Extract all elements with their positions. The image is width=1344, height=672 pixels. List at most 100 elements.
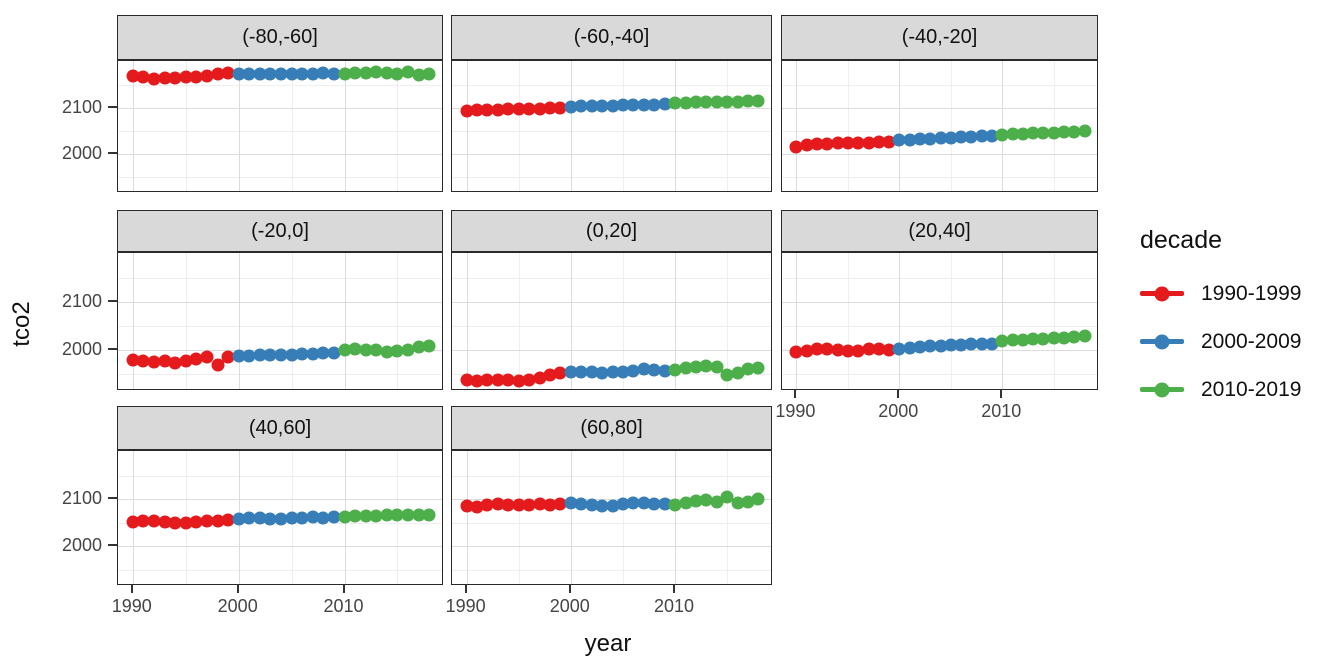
gridline-major-h [118, 499, 442, 500]
data-point [348, 509, 362, 523]
data-point [480, 373, 494, 387]
x-axis-tick-label: 2000 [878, 401, 919, 421]
facet-label: (0,20] [451, 210, 772, 252]
data-point [189, 515, 203, 529]
data-point [668, 363, 682, 377]
data-point [710, 95, 724, 109]
data-point [1078, 329, 1092, 343]
data-point [274, 348, 288, 362]
gridline-major-h [452, 302, 771, 303]
data-point [147, 355, 161, 369]
gridline-major-v [132, 253, 134, 389]
x-axis-tick-label: 2010 [981, 401, 1022, 421]
data-point [731, 366, 745, 380]
data-point [136, 70, 150, 84]
data-point [862, 342, 875, 356]
gridline-minor-h [452, 130, 771, 132]
data-point [306, 347, 320, 360]
gridline-minor-v [1053, 253, 1055, 389]
gridline-major-v [344, 61, 346, 191]
data-point [285, 348, 299, 361]
data-point [923, 132, 937, 146]
facet-panel [117, 450, 443, 585]
data-point [348, 66, 362, 80]
data-point [637, 98, 651, 112]
data-point [689, 494, 703, 508]
data-point [668, 498, 682, 512]
data-point [923, 339, 937, 353]
gridline-major-h [118, 302, 442, 303]
data-point [380, 508, 394, 522]
data-point [295, 347, 309, 361]
gridline-major-v [238, 61, 240, 191]
data-point [327, 346, 341, 359]
gridline-major-v [570, 61, 572, 191]
data-point [679, 96, 692, 110]
data-point [285, 511, 299, 525]
data-point [359, 66, 373, 79]
gridline-minor-h [782, 326, 1097, 328]
facet-label: (40,60] [117, 406, 443, 450]
data-point [200, 350, 214, 364]
x-axis-tick [130, 585, 133, 593]
data-point [831, 136, 845, 150]
data-point [158, 515, 172, 529]
data-point [710, 495, 724, 509]
data-point [810, 137, 824, 151]
gridline-minor-h [452, 522, 771, 524]
x-axis-tick [673, 585, 675, 593]
data-point [679, 496, 692, 510]
data-point [751, 361, 765, 375]
data-point [211, 358, 224, 372]
gridline-major-v [1002, 253, 1004, 389]
gridline-minor-v [727, 451, 729, 584]
data-point [200, 69, 214, 83]
y-axis-tick [108, 300, 117, 302]
data-point [574, 99, 588, 113]
gridline-minor-h [782, 374, 1097, 376]
data-point [944, 338, 958, 352]
data-point [595, 499, 609, 513]
gridline-minor-h [118, 84, 442, 86]
data-point [985, 129, 999, 143]
data-point [327, 510, 341, 524]
y-axis-tick-label: 2100 [61, 291, 102, 311]
gridline-major-h [452, 546, 771, 547]
data-point [851, 344, 865, 358]
data-point [147, 72, 161, 85]
gridline-major-v [675, 61, 676, 191]
gridline-major-v [1002, 61, 1004, 191]
gridline-minor-h [782, 176, 1097, 178]
x-axis-tick-label: 1990 [111, 596, 152, 616]
data-point [221, 513, 235, 527]
data-point [1047, 126, 1061, 140]
legend-key-dot [1154, 334, 1170, 349]
data-point [512, 102, 526, 116]
data-point [595, 366, 609, 380]
data-point [789, 345, 803, 359]
data-point [831, 343, 845, 357]
data-point [616, 365, 630, 379]
data-point [338, 343, 351, 357]
data-point [242, 67, 256, 81]
data-point [1078, 124, 1092, 138]
data-point [422, 67, 436, 81]
data-point [913, 132, 927, 146]
legend-key-glyph [1140, 333, 1184, 350]
gridline-major-h [452, 350, 771, 352]
data-point [158, 354, 172, 368]
data-point [1067, 125, 1081, 139]
data-point [903, 133, 917, 147]
gridline-major-v [466, 253, 468, 389]
data-point [964, 130, 978, 144]
data-point [338, 510, 351, 524]
facet-panel [451, 450, 772, 585]
x-axis-tick [236, 585, 239, 593]
data-point [390, 508, 404, 522]
data-point [699, 95, 713, 109]
y-axis-tick [108, 544, 117, 546]
data-point [1016, 333, 1030, 347]
data-point [422, 508, 436, 521]
data-point [903, 341, 917, 355]
